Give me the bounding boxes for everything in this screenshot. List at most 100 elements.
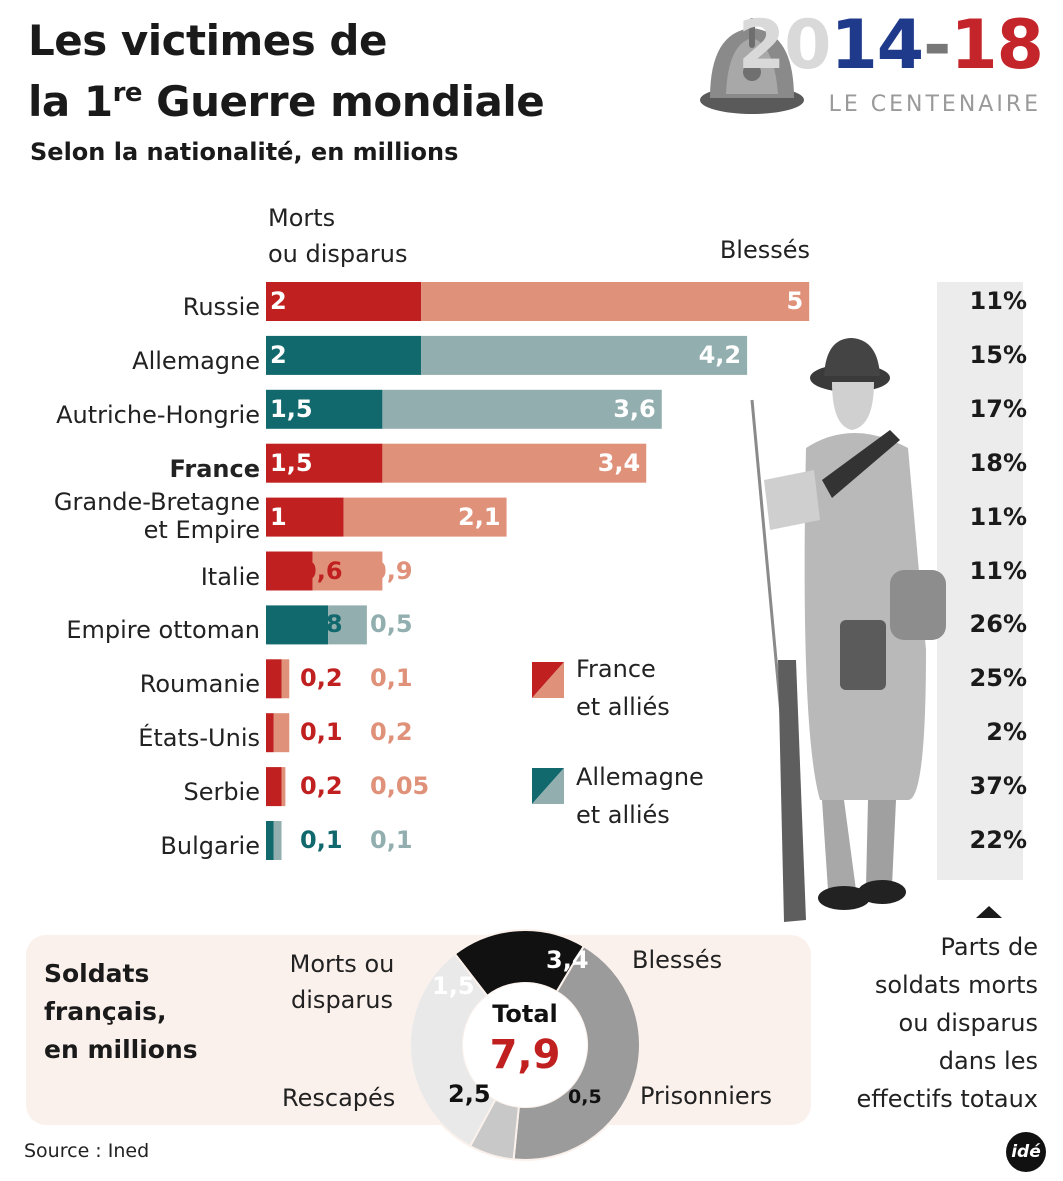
wounded-value-6: 0,5: [370, 610, 413, 639]
wounded-value-2: 3,6: [613, 394, 656, 423]
bar-deaths-2: [266, 389, 383, 429]
wounded-column-header: Blessés: [719, 236, 810, 264]
bar-wounded-1: [421, 335, 748, 375]
country-label-line: Autriche-Hongrie: [56, 400, 260, 429]
deaths-value-2: 1,5: [270, 394, 313, 423]
country-label-7: Roumanie: [4, 670, 260, 698]
donut-center-label: Total: [492, 1000, 558, 1028]
bar-wounded-0: [421, 282, 810, 321]
chart-title: Les victimes de la 1re Guerre mondiale: [28, 14, 668, 128]
donut-title: Soldats français, en millions: [44, 959, 198, 1064]
deaths-value-0: 2: [270, 287, 287, 315]
country-label-line: Empire ottoman: [66, 616, 260, 645]
donut-value-deaths: 1,5: [432, 972, 475, 1000]
triangle-pointer-icon: [976, 906, 1002, 918]
share-value-9: 37%: [969, 772, 1027, 801]
wounded-value-7: 0,1: [370, 664, 413, 693]
bar-deaths-1: [266, 335, 422, 375]
share-value-8: 2%: [986, 718, 1027, 747]
share-note: Parts de soldats morts ou disparus dans …: [856, 933, 1038, 1113]
deaths-value-7: 0,2: [300, 664, 343, 693]
share-value-7: 25%: [969, 664, 1027, 693]
donut-center-value: 7,9: [490, 1032, 561, 1078]
country-label-line: Russie: [182, 293, 260, 321]
bar-wounded-9: [281, 767, 286, 807]
share-value-6: 26%: [969, 610, 1027, 639]
source-note: Source : Ined: [24, 1140, 150, 1162]
donut-chart: Total 7,9: [409, 929, 641, 1161]
donut-label-prisoners: Prisonniers: [640, 1082, 772, 1110]
country-label-2: Autriche-Hongrie: [4, 401, 260, 429]
donut-label-deaths: Morts ou disparus: [289, 950, 395, 1014]
centenary-logo-tagline: LE CENTENAIRE: [828, 92, 1041, 117]
deaths-value-6: 0,8: [300, 610, 343, 639]
bar-deaths-8: [266, 713, 274, 753]
share-value-2: 17%: [969, 394, 1027, 423]
donut-value-wounded: 3,4: [546, 946, 589, 974]
country-label-5: Italie: [4, 563, 260, 591]
donut-label-survivors: Rescapés: [282, 1084, 396, 1112]
share-value-4: 11%: [969, 502, 1027, 531]
wounded-value-9: 0,05: [370, 772, 430, 801]
bar-wounded-6: [328, 605, 367, 645]
wounded-value-0: 5: [786, 287, 804, 315]
wounded-value-10: 0,1: [370, 826, 413, 854]
donut-value-survivors: 2,5: [448, 1080, 491, 1108]
country-label-line: Italie: [200, 562, 260, 591]
bar-wounded-10: [273, 821, 282, 860]
country-label-line: Allemagne: [132, 346, 260, 375]
bar-wounded-2: [382, 389, 662, 429]
country-label-line: Bulgarie: [160, 832, 260, 860]
country-label-line: et Empire: [143, 515, 260, 544]
bar-deaths-6: [266, 605, 329, 645]
donut-hole: [463, 983, 587, 1107]
country-label-0: Russie: [4, 293, 260, 321]
country-label-9: Serbie: [4, 778, 260, 806]
bar-deaths-9: [266, 767, 282, 807]
bar-deaths-10: [266, 821, 274, 860]
share-value-5: 11%: [969, 556, 1027, 585]
country-label-1: Allemagne: [4, 347, 260, 375]
share-value-1: 15%: [969, 340, 1027, 369]
legend-swatch-central: [532, 768, 564, 804]
country-label-line: États-Unis: [138, 724, 260, 753]
title-line-1: Les victimes de: [28, 16, 387, 65]
share-value-3: 18%: [969, 448, 1027, 477]
bar-wounded-4: [343, 497, 507, 537]
legend-swatch-allies: [532, 662, 564, 698]
wounded-value-3: 3,4: [597, 448, 641, 477]
country-label-10: Bulgarie: [4, 832, 260, 860]
wounded-value-4: 2,1: [458, 502, 501, 531]
legend-label-allies: France et alliés: [576, 655, 670, 721]
deaths-value-4: 1: [270, 502, 287, 531]
deaths-value-8: 0,1: [300, 718, 343, 747]
country-label-6: Empire ottoman: [4, 616, 260, 644]
bar-marks: [266, 282, 810, 860]
country-label-3: France: [4, 455, 260, 483]
bar-chart: [266, 282, 810, 860]
country-label-line: Serbie: [183, 778, 260, 807]
chart-subtitle: Selon la nationalité, en millions: [30, 138, 459, 166]
country-label-8: États-Unis: [4, 724, 260, 752]
bar-deaths-3: [266, 443, 383, 483]
deaths-column-header: Morts ou disparus: [268, 204, 408, 268]
donut-value-prisoners: 0,5: [568, 1086, 602, 1108]
deaths-value-3: 1,5: [270, 448, 313, 477]
country-label-line: France: [169, 454, 260, 483]
bar-wounded-7: [281, 659, 290, 699]
share-value-0: 11%: [969, 287, 1027, 315]
deaths-value-10: 0,1: [300, 826, 343, 854]
share-panel: [937, 282, 1023, 880]
wounded-value-8: 0,2: [370, 718, 413, 747]
agency-logo: idé: [1006, 1132, 1046, 1172]
bar-wounded-8: [273, 713, 290, 753]
bar-deaths-4: [266, 497, 344, 537]
soldier-illustration: [750, 338, 946, 922]
legend-label-central: Allemagne et alliés: [576, 763, 704, 829]
wounded-value-1: 4,2: [698, 340, 742, 369]
bar-wounded-5: [312, 551, 383, 591]
centenary-logo-years: 2014-18: [737, 6, 1044, 85]
country-label-line: Grande-Bretagne: [53, 487, 260, 516]
title-line-2: la 1re Guerre mondiale: [28, 77, 545, 126]
title-superscript: re: [112, 78, 143, 108]
